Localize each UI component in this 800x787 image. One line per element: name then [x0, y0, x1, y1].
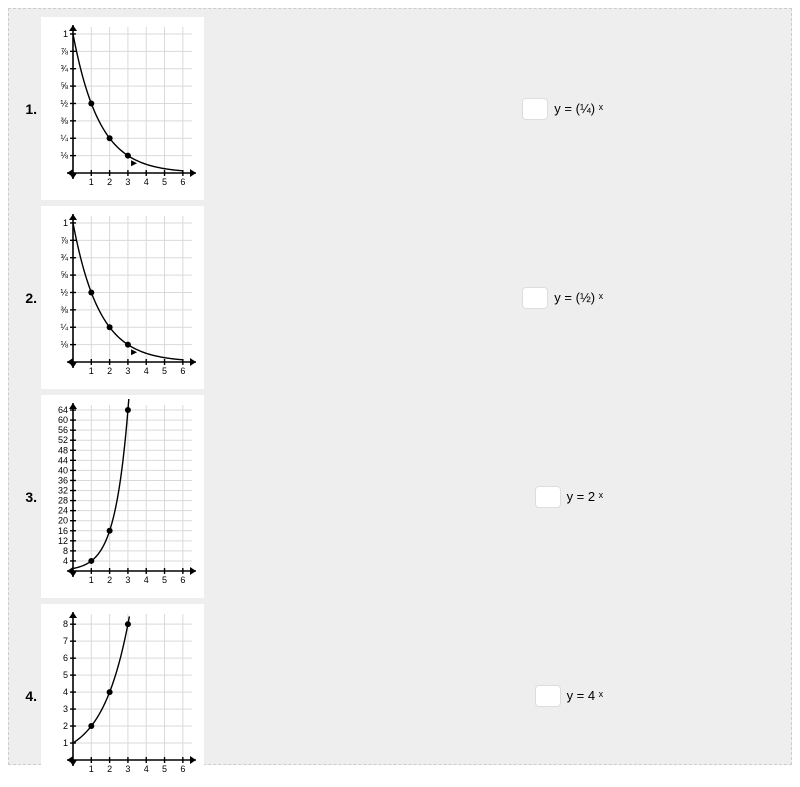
svg-text:20: 20: [58, 516, 68, 526]
question-number: 4.: [17, 688, 41, 704]
svg-text:48: 48: [58, 445, 68, 455]
question-number: 2.: [17, 290, 41, 306]
equation-label: y = 4 ˣ: [567, 688, 603, 703]
svg-text:4: 4: [144, 177, 149, 187]
svg-text:5: 5: [63, 670, 68, 680]
svg-text:32: 32: [58, 486, 68, 496]
question-number: 1.: [17, 101, 41, 117]
answer-input[interactable]: [535, 486, 561, 508]
answer-input[interactable]: [535, 685, 561, 707]
svg-text:⅛: ⅛: [60, 340, 68, 350]
answer-group: y = (¼) ˣ: [522, 98, 603, 120]
svg-text:5: 5: [162, 575, 167, 585]
svg-text:36: 36: [58, 475, 68, 485]
question-row: 1. 1 2 3 4 5 6 ⅛ ¼ ⅜ ½ ⅝ ¾ ⅞ 1 y = (¼) ˣ: [17, 17, 783, 200]
svg-text:¼: ¼: [60, 322, 68, 332]
svg-text:1: 1: [89, 366, 94, 376]
equation-label: y = (¼) ˣ: [554, 101, 603, 116]
svg-text:⅛: ⅛: [60, 151, 68, 161]
svg-text:1: 1: [63, 738, 68, 748]
answer-group: y = 4 ˣ: [535, 685, 603, 707]
graph-thumbnail: 12345612345678: [41, 604, 204, 787]
svg-text:8: 8: [63, 619, 68, 629]
svg-text:2: 2: [107, 177, 112, 187]
svg-text:44: 44: [58, 455, 68, 465]
svg-text:7: 7: [63, 636, 68, 646]
svg-text:½: ½: [60, 98, 68, 108]
svg-text:64: 64: [58, 405, 68, 415]
svg-text:1: 1: [63, 218, 68, 228]
svg-text:⅝: ⅝: [60, 270, 68, 280]
question-row: 2. 1 2 3 4 5 6 ⅛ ¼ ⅜ ½ ⅝ ¾ ⅞ 1 y = (½) ˣ: [17, 206, 783, 389]
svg-text:6: 6: [180, 366, 185, 376]
svg-text:6: 6: [180, 177, 185, 187]
svg-text:¼: ¼: [60, 133, 68, 143]
svg-text:40: 40: [58, 465, 68, 475]
answer-group: y = (½) ˣ: [522, 287, 603, 309]
svg-text:⅜: ⅜: [60, 116, 68, 126]
equation-label: y = (½) ˣ: [554, 290, 603, 305]
svg-text:8: 8: [63, 546, 68, 556]
svg-text:3: 3: [63, 704, 68, 714]
svg-text:2: 2: [107, 575, 112, 585]
answer-group: y = 2 ˣ: [535, 486, 603, 508]
svg-text:16: 16: [58, 526, 68, 536]
svg-text:52: 52: [58, 435, 68, 445]
svg-text:4: 4: [63, 556, 68, 566]
svg-text:60: 60: [58, 415, 68, 425]
svg-text:2: 2: [107, 366, 112, 376]
answer-input[interactable]: [522, 98, 548, 120]
svg-text:4: 4: [63, 687, 68, 697]
svg-text:¾: ¾: [60, 64, 68, 74]
svg-text:⅞: ⅞: [60, 235, 68, 245]
svg-text:28: 28: [58, 496, 68, 506]
svg-text:2: 2: [63, 721, 68, 731]
svg-text:12: 12: [58, 536, 68, 546]
svg-text:⅜: ⅜: [60, 305, 68, 315]
graph-thumbnail: 1 2 3 4 5 6 ⅛ ¼ ⅜ ½ ⅝ ¾ ⅞ 1: [41, 17, 204, 200]
svg-text:56: 56: [58, 425, 68, 435]
svg-text:5: 5: [162, 366, 167, 376]
matching-panel: 1.123456⅛¼⅜½⅝¾⅞1y = (¼) ˣ2.123456⅛¼⅜½⅝¾⅞…: [8, 8, 792, 765]
svg-text:5: 5: [162, 177, 167, 187]
svg-text:3: 3: [125, 575, 130, 585]
question-number: 3.: [17, 489, 41, 505]
graph-thumbnail: 123456481216202428323640444852566064: [41, 395, 204, 598]
question-row: 4.12345612345678y = 4 ˣ: [17, 604, 783, 787]
answer-input[interactable]: [522, 287, 548, 309]
question-row: 3.123456481216202428323640444852566064y …: [17, 395, 783, 598]
svg-text:3: 3: [125, 366, 130, 376]
svg-text:6: 6: [63, 653, 68, 663]
svg-text:¾: ¾: [60, 253, 68, 263]
svg-text:4: 4: [144, 366, 149, 376]
svg-text:1: 1: [89, 575, 94, 585]
svg-text:24: 24: [58, 506, 68, 516]
svg-text:⅝: ⅝: [60, 81, 68, 91]
graph-thumbnail: 1 2 3 4 5 6 ⅛ ¼ ⅜ ½ ⅝ ¾ ⅞ 1: [41, 206, 204, 389]
svg-text:½: ½: [60, 287, 68, 297]
svg-text:1: 1: [89, 177, 94, 187]
svg-text:⅞: ⅞: [60, 46, 68, 56]
svg-text:6: 6: [180, 575, 185, 585]
svg-text:4: 4: [144, 575, 149, 585]
equation-label: y = 2 ˣ: [567, 489, 603, 504]
svg-text:1: 1: [63, 29, 68, 39]
svg-text:3: 3: [125, 177, 130, 187]
